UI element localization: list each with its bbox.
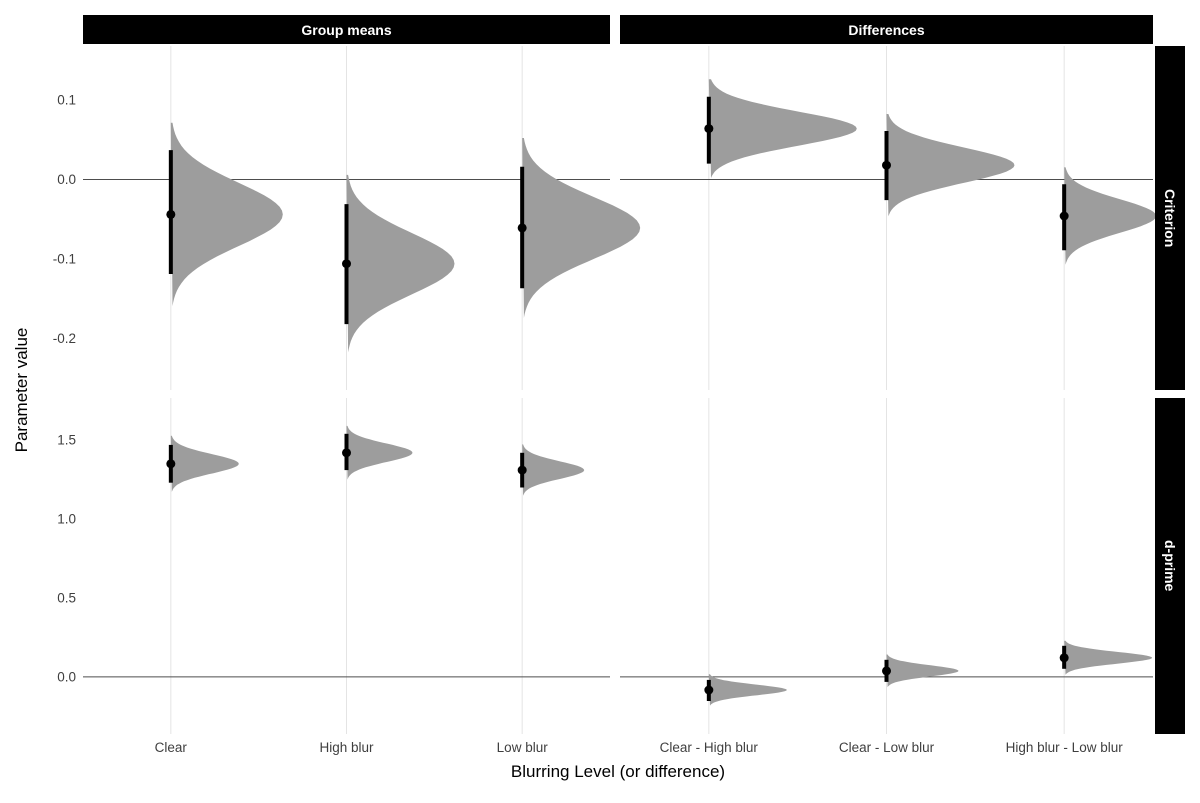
density-halfeye bbox=[170, 122, 283, 307]
facet-strip-group-means-label: Group means bbox=[301, 21, 392, 38]
density-halfeye bbox=[708, 674, 787, 706]
point-estimate bbox=[704, 685, 714, 695]
facet-strip-dprime-label: d-prime bbox=[1162, 540, 1178, 592]
facet-strip-criterion-label: Criterion bbox=[1162, 188, 1178, 248]
point-estimate bbox=[517, 223, 527, 233]
density-halfeye bbox=[886, 114, 1015, 217]
facet-strip-differences: Differences bbox=[620, 15, 1153, 44]
facet-strip-group-means: Group means bbox=[83, 15, 610, 44]
point-estimate bbox=[1059, 211, 1069, 221]
y-axis-title: Parameter value bbox=[12, 327, 31, 453]
density-halfeye bbox=[886, 654, 959, 688]
x-category-label: Clear bbox=[155, 740, 188, 755]
point-estimate bbox=[1059, 653, 1069, 663]
density-halfeye bbox=[708, 79, 857, 178]
facet-strip-dprime: d-prime bbox=[1155, 398, 1185, 734]
y-tick-label: 1.0 bbox=[57, 512, 76, 527]
y-tick-label: -0.1 bbox=[53, 251, 76, 266]
x-category-label: High blur - Low blur bbox=[1006, 740, 1124, 755]
y-tick-label: 0.0 bbox=[57, 669, 76, 684]
density-halfeye bbox=[170, 435, 239, 492]
point-estimate bbox=[342, 259, 351, 269]
point-estimate bbox=[166, 209, 176, 219]
x-axis-title: Blurring Level (or difference) bbox=[510, 762, 726, 781]
point-estimate bbox=[882, 160, 891, 170]
point-estimate bbox=[882, 666, 891, 676]
density-halfeye bbox=[346, 425, 413, 480]
point-estimate bbox=[166, 459, 176, 469]
x-category-label: Clear - Low blur bbox=[839, 740, 935, 755]
x-category-label: High blur bbox=[319, 740, 374, 755]
point-estimate bbox=[342, 448, 351, 458]
y-tick-label: 0.5 bbox=[57, 591, 76, 606]
y-tick-label: -0.2 bbox=[53, 331, 76, 346]
density-halfeye bbox=[522, 444, 585, 496]
facet-strip-criterion: Criterion bbox=[1155, 46, 1185, 390]
y-tick-label: 1.5 bbox=[57, 433, 76, 448]
density-halfeye bbox=[1064, 167, 1157, 265]
y-tick-label: 0.1 bbox=[57, 93, 76, 108]
x-category-label: Low blur bbox=[497, 740, 549, 755]
density-halfeye bbox=[346, 174, 455, 353]
x-category-label: Clear - High blur bbox=[660, 740, 759, 755]
density-halfeye bbox=[522, 138, 641, 318]
density-halfeye bbox=[1064, 640, 1153, 675]
facet-strip-differences-label: Differences bbox=[848, 21, 925, 38]
y-tick-label: 0.0 bbox=[57, 172, 76, 187]
point-estimate bbox=[704, 124, 714, 134]
point-estimate bbox=[517, 465, 527, 475]
